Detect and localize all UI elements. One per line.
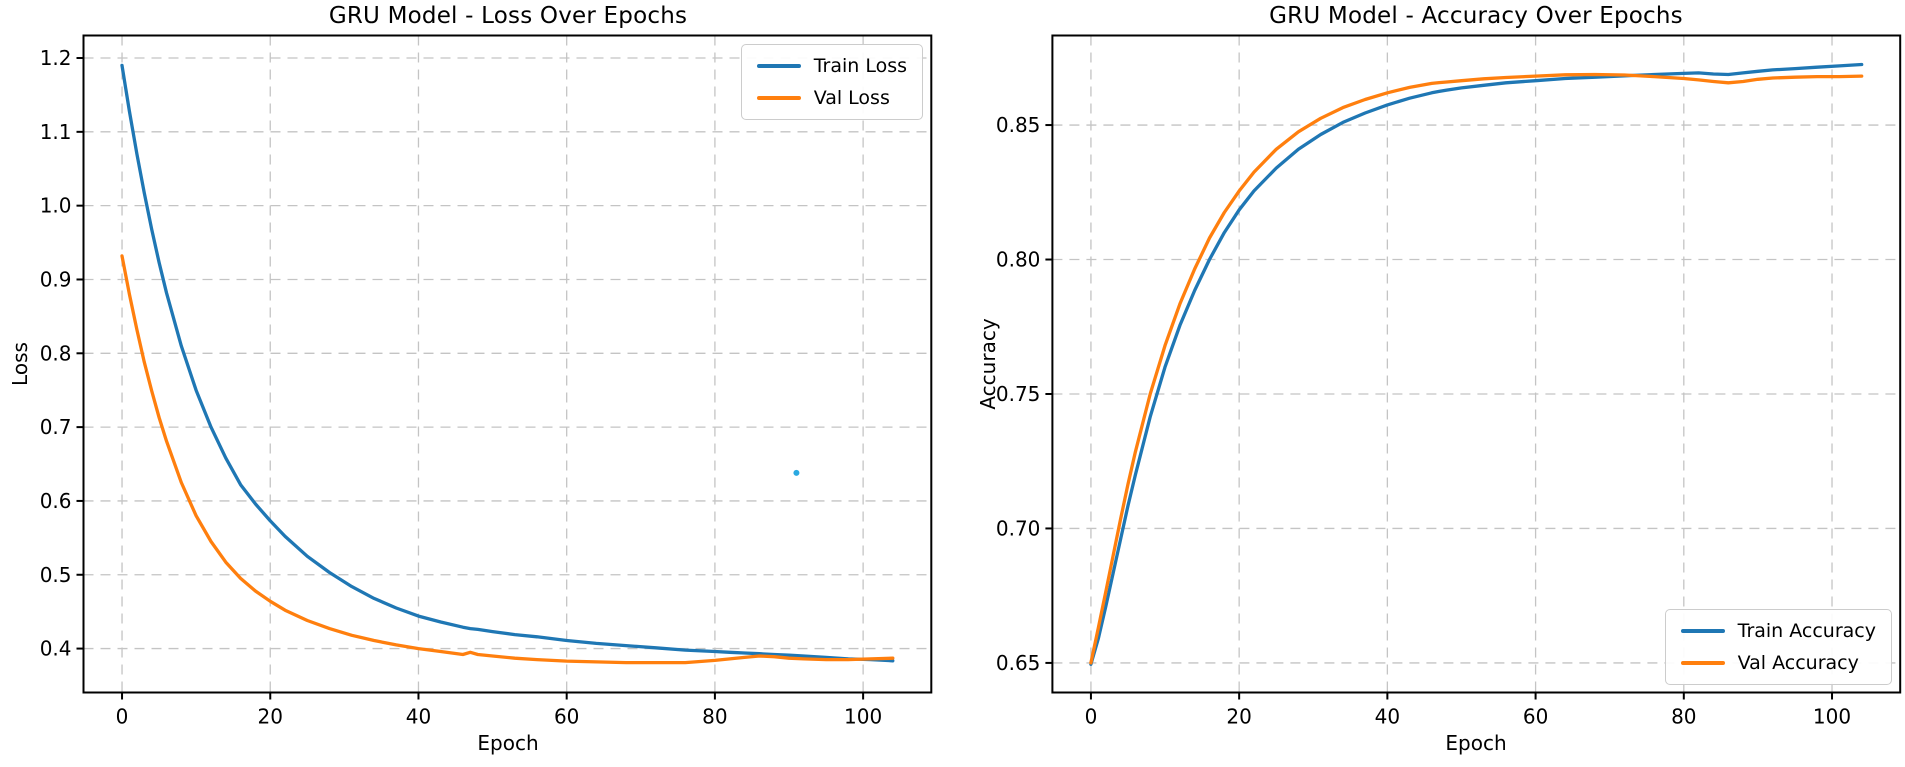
x-tick-label: 20 — [258, 705, 283, 729]
axes-frame — [82, 34, 933, 694]
x-tick-label: 60 — [1523, 705, 1548, 729]
y-tick-label: 0.5 — [40, 563, 72, 587]
y-tick-label: 0.80 — [996, 248, 1041, 272]
series-line-train-loss — [120, 63, 895, 663]
legend-label: Train Accuracy — [1737, 620, 1876, 642]
y-axis-label-loss: Loss — [8, 342, 32, 386]
legend-label: Train Loss — [813, 55, 907, 77]
y-tick-label: 0.65 — [996, 651, 1041, 675]
y-axis-label-accuracy: Accuracy — [976, 318, 1000, 410]
chart-title-accuracy: GRU Model - Accuracy Over Epochs — [1269, 3, 1683, 29]
legend-line-sample — [756, 96, 801, 100]
y-tick-label: 0.8 — [40, 341, 72, 365]
x-tick-label: 40 — [1375, 705, 1400, 729]
legend-entry: Val Accuracy — [1680, 652, 1876, 674]
chart-title-loss: GRU Model - Loss Over Epochs — [328, 3, 688, 29]
legend-label: Val Accuracy — [1737, 652, 1859, 674]
legend-line-sample — [1680, 661, 1725, 665]
legend-entry: Val Loss — [756, 87, 907, 109]
y-tick-label: 0.4 — [40, 637, 72, 661]
y-tick-label: 1.0 — [40, 194, 72, 218]
x-tick-label: 0 — [116, 705, 129, 729]
legend-line-sample — [1680, 629, 1725, 633]
axes-frame — [1051, 34, 1902, 694]
y-tick-label: 0.6 — [40, 489, 72, 513]
x-axis-label-loss: Epoch — [477, 731, 539, 755]
legend-label: Val Loss — [813, 87, 890, 109]
y-tick-label: 0.7 — [40, 415, 72, 439]
x-tick-label: 100 — [1813, 705, 1851, 729]
x-tick-label: 80 — [702, 705, 727, 729]
legend-loss: Train Loss Val Loss — [740, 44, 923, 120]
series-line-val-loss — [120, 254, 895, 665]
chart-area-loss: 0 20 40 60 80 100 0.4 0.5 0.6 0.7 0.8 0.9 1.0 1.1 1.2 — [40, 34, 933, 729]
x-tick-label: 20 — [1226, 705, 1251, 729]
y-tick-label: 0.85 — [996, 113, 1041, 137]
x-tick-label: 0 — [1085, 705, 1098, 729]
legend-accuracy: Train Accuracy Val Accuracy — [1664, 609, 1892, 685]
series-line-val-accuracy — [1089, 72, 1864, 665]
y-tick-label: 0.70 — [996, 516, 1041, 540]
x-tick-label: 100 — [844, 705, 882, 729]
y-tick-label: 0.75 — [996, 382, 1041, 406]
legend-entry: Train Loss — [756, 55, 907, 77]
legend-entry: Train Accuracy — [1680, 620, 1876, 642]
y-tick-label: 1.1 — [40, 120, 72, 144]
x-tick-label: 40 — [406, 705, 431, 729]
y-tick-label: 1.2 — [40, 46, 72, 70]
series-line-train-accuracy — [1089, 62, 1864, 666]
x-tick-label: 80 — [1671, 705, 1696, 729]
legend-line-sample — [756, 64, 801, 68]
x-tick-label: 60 — [554, 705, 579, 729]
y-tick-label: 0.9 — [40, 267, 72, 291]
stray-data-point — [793, 469, 800, 476]
x-axis-label-accuracy: Epoch — [1445, 731, 1507, 755]
